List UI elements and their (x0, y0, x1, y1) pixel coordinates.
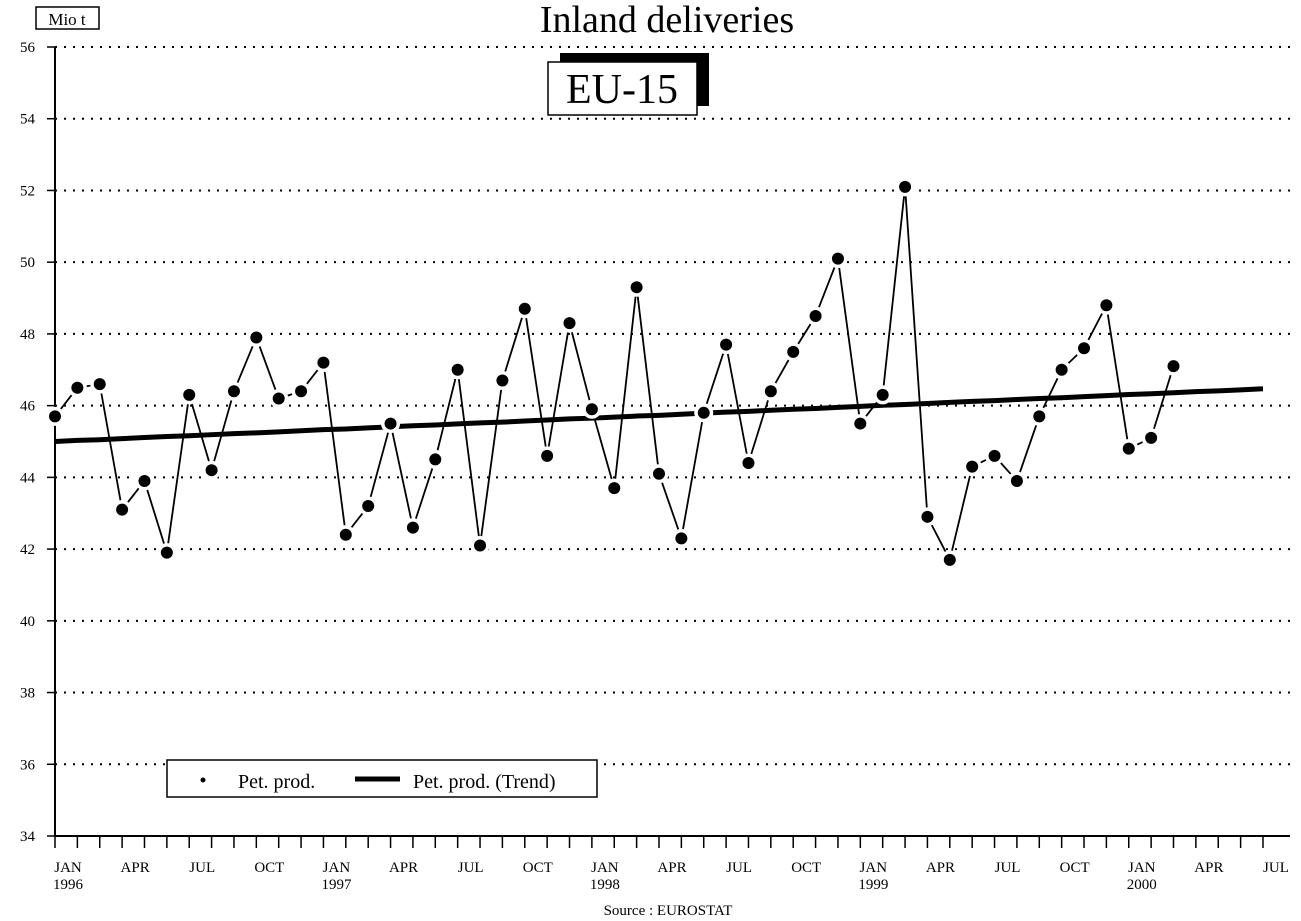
y-axis-label: Mio t (48, 10, 86, 29)
data-point (783, 342, 803, 362)
data-point (627, 277, 647, 297)
data-point (157, 543, 177, 563)
x-tick-label: JUL (995, 860, 1021, 876)
data-point (448, 360, 468, 380)
data-point (582, 399, 602, 419)
x-tick-label: JAN 1997 (321, 860, 352, 893)
y-tick-label: 50 (20, 255, 35, 271)
data-point (492, 371, 512, 391)
x-tick-label: JAN 1998 (590, 860, 620, 893)
data-point (1096, 295, 1116, 315)
y-label-box (35, 6, 100, 30)
x-tick-label: OCT (1060, 860, 1090, 876)
x-tick-label: JAN 1999 (858, 860, 888, 893)
data-point (67, 378, 87, 398)
x-tick-label: OCT (523, 860, 553, 876)
y-tick-label: 40 (20, 614, 35, 630)
legend-marker (200, 777, 206, 783)
x-tick-label: APR (389, 860, 418, 876)
trend-line (54, 386, 1264, 444)
x-tick-label: JUL (458, 860, 484, 876)
y-tick-label: 38 (20, 686, 35, 702)
data-point (1119, 439, 1139, 459)
y-tick-label: 42 (20, 542, 35, 558)
data-point (917, 507, 937, 527)
data-point (1164, 356, 1183, 376)
y-tick-label: 44 (20, 470, 36, 486)
x-tick-label: APR (926, 860, 955, 876)
data-point (425, 449, 445, 469)
x-tick-label: OCT (791, 860, 821, 876)
data-point (90, 374, 110, 394)
data-point (1007, 471, 1027, 491)
data-point (649, 464, 669, 484)
y-tick-label: 34 (20, 829, 36, 845)
chart-title: Inland deliveries (540, 0, 794, 41)
data-point (962, 457, 982, 477)
data-point (45, 406, 65, 426)
x-tick-label: JUL (726, 860, 752, 876)
x-tick-label: APR (657, 860, 686, 876)
data-point (694, 403, 714, 423)
y-tick-label: 56 (20, 40, 36, 56)
source: Source : EUROSTAT (604, 903, 733, 919)
data-point (895, 177, 915, 197)
data-point (537, 446, 557, 466)
data-point (850, 414, 870, 434)
data-point (403, 518, 423, 538)
data-point (716, 335, 736, 355)
data-point (336, 525, 356, 545)
data-point (381, 414, 401, 434)
data-point (1029, 406, 1049, 426)
data-point (940, 550, 960, 570)
data-point (1052, 360, 1072, 380)
subtitle: EU-15 (566, 67, 678, 113)
data-point (806, 306, 826, 326)
y-tick-label: 52 (20, 183, 35, 199)
data-point (761, 381, 781, 401)
data-point (269, 388, 289, 408)
data-point (985, 446, 1005, 466)
x-tick-label: OCT (254, 860, 284, 876)
data-point (1141, 428, 1161, 448)
data-point (246, 327, 266, 347)
x-tick-label: JUL (189, 860, 215, 876)
data-point (112, 500, 132, 520)
data-point (291, 381, 311, 401)
data-point (671, 528, 691, 548)
y-tick-label: 54 (20, 112, 36, 128)
y-tick-label: 36 (20, 757, 36, 773)
data-point (515, 299, 535, 319)
data-point (202, 460, 222, 480)
legend-label: Pet. prod. (Trend) (413, 771, 556, 793)
data-point (604, 478, 624, 498)
x-tick-label: JAN 1996 (53, 860, 84, 893)
x-tick-label: APR (1194, 860, 1223, 876)
data-point (828, 249, 848, 269)
subtitle-box (547, 61, 698, 116)
data-point (179, 385, 199, 405)
x-tick-label: JUL (1263, 860, 1289, 876)
x-tick-label: JAN 2000 (1127, 860, 1157, 893)
data-point (358, 496, 378, 516)
y-tick-label: 48 (20, 327, 35, 343)
series-line (54, 186, 1175, 563)
data-point (134, 471, 154, 491)
data-point (470, 536, 490, 556)
x-tick-label: APR (121, 860, 150, 876)
data-point (873, 385, 893, 405)
data-point (224, 381, 244, 401)
data-point (738, 453, 758, 473)
data-point (313, 353, 333, 373)
data-point (560, 313, 580, 333)
data-point (1074, 338, 1094, 358)
legend-label: Pet. prod. (238, 771, 315, 793)
y-tick-label: 46 (20, 399, 36, 415)
